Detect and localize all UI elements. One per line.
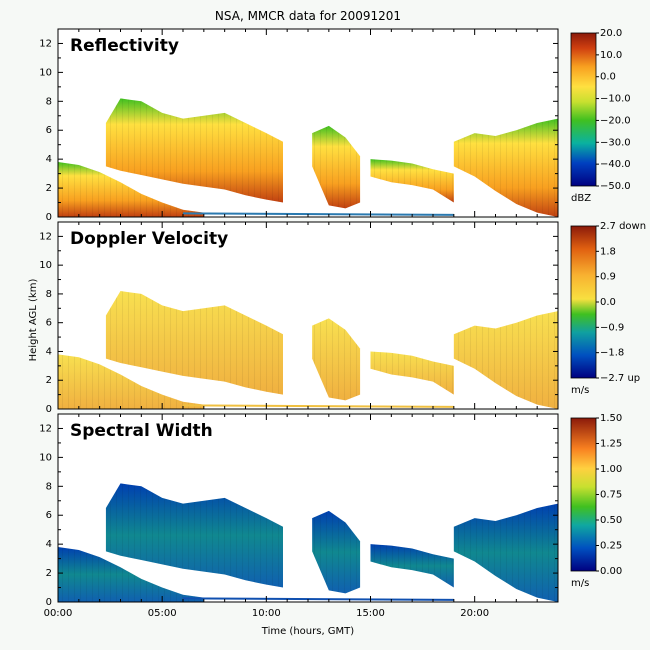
y-tick-label: 10 [39,67,52,78]
colorbar-tick-label: −1.8 [600,348,624,359]
colorbar-tick-label: 1.25 [600,439,622,450]
colorbar-tick-label: 1.8 [600,246,616,257]
colorbar-units: m/s [571,578,589,589]
colorbar-tick-label: 2.7 down [600,221,646,232]
panel-doppler-velocity: 0 2 4 6 8 10 12 Doppler Velocity 2.7 down 1.8 0.9 0… [39,221,646,415]
colorbar-tick-label: −10.0 [600,94,631,105]
y-tick-label: 12 [39,231,52,242]
colorbar-tick-label: 10.0 [600,50,622,61]
colorbar-tick-label: −20.0 [600,115,631,126]
colorbar-tick-label: 0.0 [600,72,616,83]
panel-title: Reflectivity [70,36,179,56]
y-tick-label: 6 [46,318,52,329]
y-tick-label: 2 [46,568,52,579]
surface-echo [182,404,454,408]
cloud-texture [453,503,558,602]
cloud-texture [453,311,558,409]
colorbar-tick-label: 0.9 [600,272,616,283]
x-tick-label: 10:00 [252,608,281,619]
y-tick-label: 10 [39,452,52,463]
figure-title: NSA, MMCR data for 20091201 [215,9,401,23]
y-tick-label: 8 [46,96,52,107]
y-axis-label: Height AGL (km) [28,279,39,362]
cloud-texture [370,159,454,203]
colorbar-tick-label: −30.0 [600,137,631,148]
colorbar-tick-label: 0.75 [600,490,622,501]
colorbar [570,32,597,187]
y-tick-label: 10 [39,260,52,271]
cloud-texture [58,547,204,602]
colorbar [570,417,597,572]
colorbar-tick-label: 20.0 [600,28,622,39]
surface-echo [182,597,454,601]
colorbar-tick-label: −40.0 [600,159,631,170]
y-tick-label: 4 [46,346,52,357]
colorbar-tick-label: 1.00 [600,464,622,475]
panel-spectral-width: 0 2 4 6 8 10 12 00:00 05:00 10:00 15:00 20:00 Spectr… [39,413,622,619]
colorbar-units: m/s [571,385,589,396]
x-tick-label: 00:00 [44,608,73,619]
panel-reflectivity: 0 2 4 6 8 10 12 Reflectivity 20.0 10.0 0.0 −10.0 −20… [39,28,630,223]
colorbar-tick-label: 0.0 [600,297,616,308]
colorbar-units: dBZ [571,193,591,204]
x-tick-label: 15:00 [356,608,385,619]
x-tick-label: 20:00 [460,608,489,619]
cloud-texture [453,118,558,217]
y-tick-label: 0 [46,597,52,608]
cloud-texture [370,351,454,395]
colorbar [570,225,597,379]
colorbar-tick-label: 0.50 [600,515,622,526]
y-tick-label: 12 [39,38,52,49]
y-tick-label: 8 [46,289,52,300]
y-tick-label: 0 [46,212,52,223]
y-tick-label: 0 [46,404,52,415]
colorbar-tick-label: −50.0 [600,181,631,192]
y-tick-label: 2 [46,375,52,386]
surface-echo [182,212,454,216]
y-tick-label: 4 [46,539,52,550]
colorbar-tick-label: 0.25 [600,541,622,552]
x-axis-label: Time (hours, GMT) [261,626,355,637]
colorbar-tick-label: −0.9 [600,322,624,333]
cloud-texture [312,510,361,594]
cloud-texture [312,125,361,209]
y-tick-label: 2 [46,183,52,194]
x-tick-label: 05:00 [148,608,177,619]
y-tick-label: 12 [39,423,52,434]
panel-title: Doppler Velocity [70,229,228,249]
y-tick-label: 4 [46,154,52,165]
cloud-texture [312,318,361,401]
colorbar-tick-label: 1.50 [600,413,622,424]
y-tick-label: 6 [46,510,52,521]
panel-title: Spectral Width [70,421,213,441]
colorbar-tick-label: 0.00 [600,566,622,577]
colorbar-tick-label: −2.7 up [600,373,640,384]
cloud-texture [58,162,204,217]
cloud-texture [58,354,204,409]
cloud-texture [105,483,284,588]
y-tick-label: 6 [46,125,52,136]
y-tick-label: 8 [46,481,52,492]
cloud-texture [370,544,454,588]
cloud-texture [105,98,284,203]
cloud-texture [105,291,284,395]
